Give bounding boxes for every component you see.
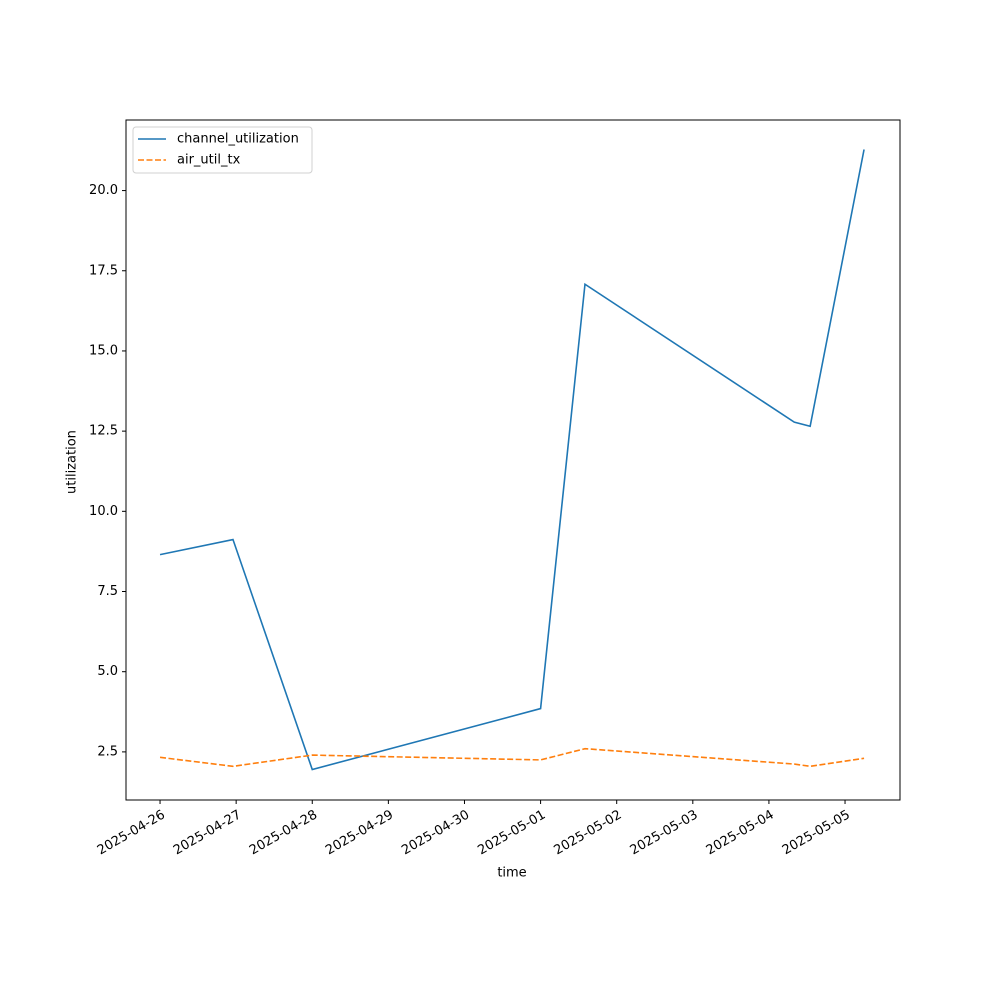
x-tick-label: 2025-04-30 xyxy=(399,808,472,859)
x-tick-label: 2025-05-04 xyxy=(704,808,777,859)
x-tick-label: 2025-04-28 xyxy=(247,808,320,859)
x-tick-label: 2025-05-03 xyxy=(628,808,701,859)
plot-area xyxy=(125,119,901,801)
x-tick-label: 2025-05-05 xyxy=(780,808,853,859)
y-tick-label: 20.0 xyxy=(89,183,118,198)
x-tick-label: 2025-04-29 xyxy=(323,808,396,859)
y-tick-label: 12.5 xyxy=(89,424,118,439)
x-tick-label: 2025-04-27 xyxy=(171,808,244,859)
y-axis-label: utilization xyxy=(65,430,80,494)
y-tick-label: 5.0 xyxy=(97,664,118,679)
y-tick-label: 10.0 xyxy=(89,504,118,519)
legend-label: channel_utilization xyxy=(177,132,299,147)
x-tick-label: 2025-05-02 xyxy=(552,808,625,859)
y-tick-label: 15.0 xyxy=(89,343,118,358)
x-tick-label: 2025-05-01 xyxy=(475,808,548,859)
legend-label: air_util_tx xyxy=(177,153,241,168)
legend-box xyxy=(132,126,313,174)
y-tick-label: 2.5 xyxy=(97,744,118,759)
y-tick-label: 7.5 xyxy=(97,584,118,599)
data-line xyxy=(159,747,865,768)
x-tick-label: 2025-04-26 xyxy=(95,808,168,859)
y-tick-label: 17.5 xyxy=(89,263,118,278)
data-line xyxy=(159,149,865,771)
x-axis-label: time xyxy=(497,866,526,881)
